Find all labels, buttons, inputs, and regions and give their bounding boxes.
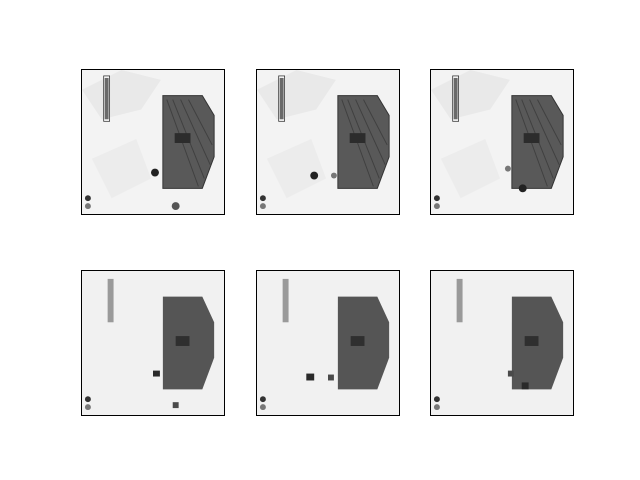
bomb-icon (433, 203, 440, 210)
health-bar-fill (104, 77, 109, 120)
enemy-sprite (171, 202, 180, 211)
game-frame-r2-c2 (257, 271, 399, 415)
enemy-sprite (504, 165, 511, 172)
snow-drift (91, 139, 152, 199)
health-bar-fill (279, 77, 284, 120)
player-sprite (518, 184, 527, 193)
fortress-door (175, 336, 190, 346)
frame-r1-c2 (256, 69, 400, 215)
fortress-door (349, 133, 366, 143)
lives-icon (259, 396, 266, 403)
enemy-sprite (328, 374, 334, 381)
game-frame-r2-c1 (82, 271, 224, 415)
enemy-sprite (330, 172, 337, 179)
player-sprite (310, 171, 319, 180)
fortress-door (524, 336, 539, 346)
health-bar (107, 278, 114, 323)
frame-r2-c1 (81, 270, 225, 416)
fortress-door (350, 336, 365, 346)
player-sprite (151, 168, 159, 177)
lives-icon (433, 396, 440, 403)
frame-r2-c3 (430, 270, 574, 416)
frame-r1-c1 (81, 69, 225, 215)
frame-r2-c2 (256, 270, 400, 416)
snow-drift (266, 139, 327, 199)
game-frame-r1-c2 (257, 70, 399, 214)
bomb-icon (259, 203, 266, 210)
snow-drift (257, 70, 336, 120)
bomb-icon (433, 404, 440, 411)
snow-drift (82, 70, 161, 120)
snow-drift (431, 70, 510, 120)
bomb-icon (259, 404, 266, 411)
fortress-door (523, 133, 540, 143)
snow-drift (440, 139, 501, 199)
lives-icon (84, 396, 91, 403)
player-sprite (153, 370, 160, 377)
game-frame-r1-c3 (431, 70, 573, 214)
health-bar (282, 278, 289, 323)
fortress-roof-edge (511, 95, 564, 189)
frame-r1-c3 (430, 69, 574, 215)
fortress-door (174, 133, 191, 143)
bomb-icon (84, 203, 91, 210)
health-bar-fill (453, 77, 458, 120)
game-frame-r2-c3 (431, 271, 573, 415)
health-bar (456, 278, 463, 323)
enemy-sprite (507, 370, 514, 377)
lives-icon (433, 195, 440, 202)
fortress-roof-edge (337, 95, 390, 189)
bomb-icon (84, 404, 91, 411)
player-sprite (306, 373, 315, 381)
game-frame-r1-c1 (82, 70, 224, 214)
lives-icon (259, 195, 266, 202)
fortress-roof-edge (162, 95, 215, 189)
player-sprite (521, 382, 529, 390)
enemy-sprite (172, 402, 179, 409)
lives-icon (84, 195, 91, 202)
